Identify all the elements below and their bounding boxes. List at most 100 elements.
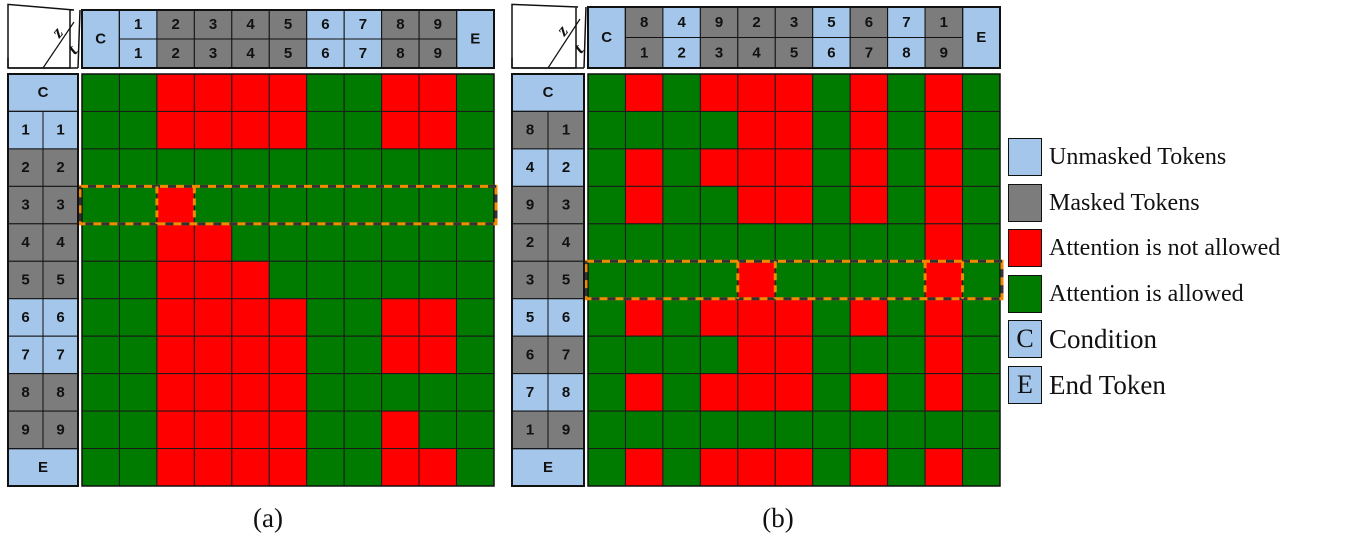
cell-allowed [887, 410, 926, 450]
cell-allowed [118, 448, 158, 487]
cell-allowed [662, 223, 701, 262]
cell-allowed [118, 410, 158, 450]
row-z-label: 6 [21, 309, 29, 326]
row-t-label: 3 [56, 197, 64, 214]
row-z-label: 5 [526, 309, 534, 326]
cell-not-allowed [381, 410, 420, 450]
cell-not-allowed [737, 110, 776, 150]
row-start-label: C [543, 84, 554, 101]
cell-allowed [456, 110, 495, 150]
cell-allowed [662, 448, 701, 487]
cell-allowed [118, 73, 158, 112]
cell-not-allowed [381, 298, 420, 337]
legend-swatch-masked [1008, 183, 1042, 222]
row-t-token [42, 148, 79, 187]
cell-allowed [306, 448, 345, 487]
cell-allowed [81, 410, 120, 450]
cell-allowed [81, 335, 120, 375]
cell-not-allowed [737, 73, 776, 112]
cell-allowed [268, 223, 308, 262]
header-t-label: 5 [284, 45, 292, 62]
header-t-label: 8 [396, 45, 404, 62]
cell-allowed [456, 448, 495, 487]
header-z-label: 6 [865, 14, 873, 31]
cell-allowed [887, 185, 926, 225]
cell-not-allowed [156, 448, 195, 487]
cell-allowed [118, 335, 158, 375]
cell-not-allowed [268, 298, 308, 337]
row-column-border [7, 73, 79, 487]
cell-not-allowed [381, 73, 420, 112]
cell-allowed [699, 185, 739, 225]
row-z-label: 5 [21, 272, 29, 289]
legend-label: Attention is not allowed [1049, 235, 1281, 261]
panel-a: C E 1 1 2 2 3 3 4 4 5 5 6 6 7 7 8 8 9 9 C E 1 1 2 2 3 3 4 4 5 5 6 6 7 7 8 8 9 9… [7, 3, 498, 533]
corner-divider [547, 18, 581, 69]
row-end-label: E [38, 459, 48, 476]
cell-allowed [81, 148, 120, 187]
cell-allowed [456, 73, 495, 112]
cell-allowed [231, 148, 270, 187]
cell-not-allowed [231, 410, 270, 450]
header-z-token [268, 9, 308, 40]
header-z-label: 1 [940, 14, 948, 31]
cell-not-allowed [699, 448, 739, 487]
row-z-token [7, 110, 44, 150]
cell-allowed [343, 298, 383, 337]
corner-divider [42, 21, 75, 69]
cell-not-allowed [193, 260, 233, 300]
legend-item-masked: Masked Tokens [1008, 183, 1348, 230]
cell-allowed [81, 223, 120, 262]
cell-not-allowed [924, 373, 964, 412]
cell-allowed [306, 298, 345, 337]
header-t-token [418, 38, 458, 69]
cell-allowed [418, 260, 458, 300]
cell-allowed [343, 223, 383, 262]
row-z-label: 9 [526, 197, 534, 214]
cell-allowed [624, 410, 664, 450]
header-t-label: 1 [640, 44, 648, 61]
cell-allowed [699, 110, 739, 150]
cell-allowed [624, 110, 664, 150]
cell-not-allowed [156, 223, 195, 262]
cell-allowed [456, 373, 495, 412]
cell-allowed [306, 185, 345, 225]
cell-allowed [699, 335, 739, 375]
cell-allowed [587, 410, 626, 450]
cell-allowed [381, 185, 420, 225]
header-t-label: 5 [790, 44, 798, 61]
cell-not-allowed [231, 335, 270, 375]
cell-allowed [456, 335, 495, 375]
cell-allowed [81, 185, 120, 225]
cell-allowed [962, 148, 1001, 187]
cell-allowed [662, 298, 701, 337]
row-z-label: 4 [526, 159, 535, 176]
header-z-label: 2 [171, 16, 179, 33]
header-z-label: 4 [246, 16, 255, 33]
cell-not-allowed [624, 373, 664, 412]
panel-caption: (b) [762, 503, 793, 533]
header-z-label: 4 [677, 14, 686, 31]
cell-not-allowed [849, 298, 889, 337]
cell-allowed [343, 260, 383, 300]
cell-not-allowed [156, 410, 195, 450]
cell-allowed [418, 373, 458, 412]
row-z-label: 1 [21, 122, 29, 139]
row-t-label: 2 [56, 159, 64, 176]
cell-allowed [118, 260, 158, 300]
cell-not-allowed [156, 335, 195, 375]
header-t-label: 2 [171, 45, 179, 62]
header-t-label: 3 [209, 45, 217, 62]
cell-allowed [774, 410, 814, 450]
cell-not-allowed [774, 148, 814, 187]
row-t-token [547, 110, 585, 150]
cell-allowed [81, 73, 120, 112]
cell-not-allowed [418, 335, 458, 375]
cell-not-allowed [231, 448, 270, 487]
cell-allowed [418, 410, 458, 450]
cell-allowed [849, 223, 889, 262]
cell-allowed [587, 298, 626, 337]
row-t-label: 8 [56, 384, 64, 401]
cell-not-allowed [231, 373, 270, 412]
cell-not-allowed [624, 148, 664, 187]
